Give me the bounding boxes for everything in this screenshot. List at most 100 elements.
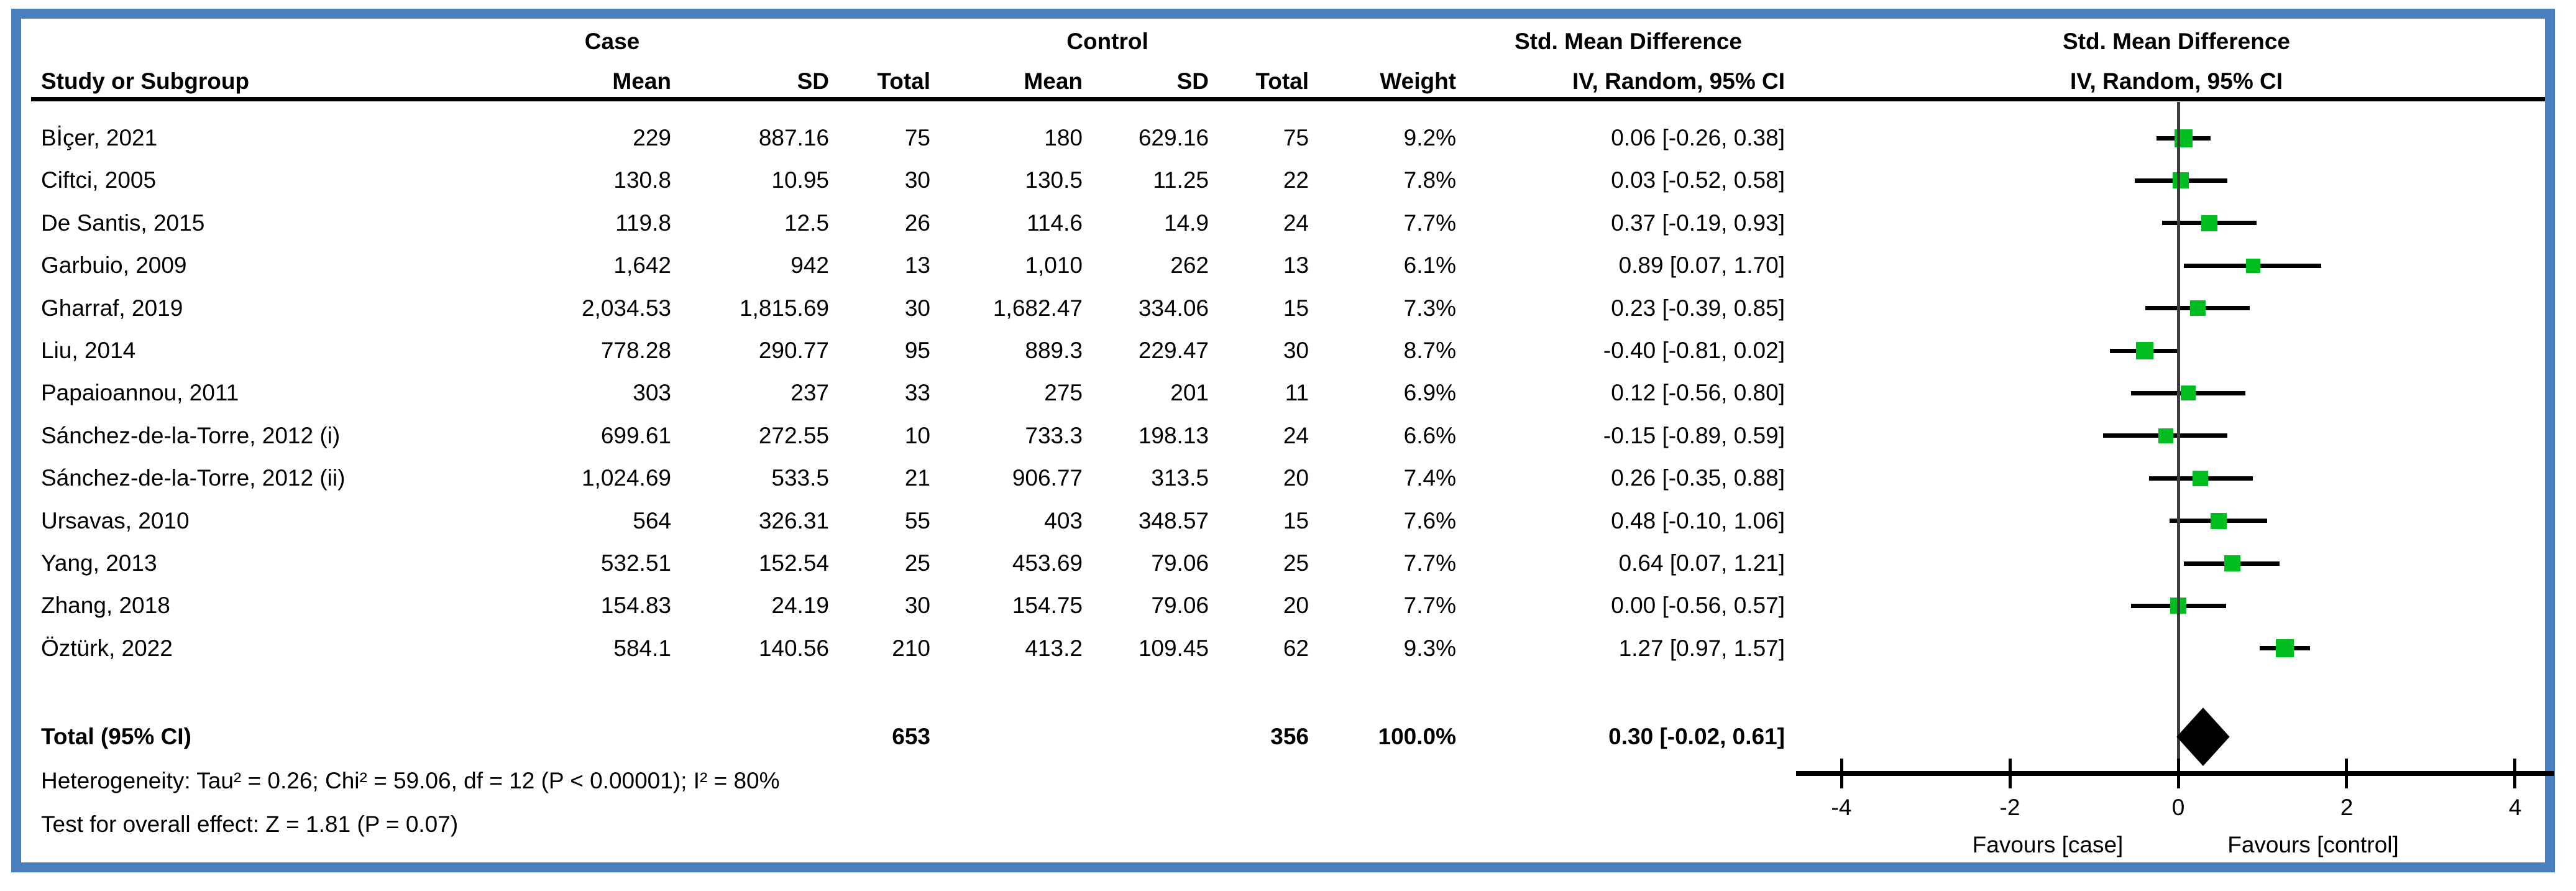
col-header-case-sd: SD	[797, 68, 829, 94]
row-weight: 7.8%	[1403, 167, 1456, 193]
row-control-total: 15	[1283, 508, 1309, 533]
col-header-control-mean: Mean	[1024, 68, 1083, 94]
row-study-name: Ursavas, 2010	[41, 508, 190, 533]
effect-marker	[2276, 639, 2294, 657]
row-case-sd: 12.5	[784, 210, 829, 236]
row-case-sd: 237	[791, 380, 829, 405]
row-weight: 6.6%	[1403, 423, 1456, 448]
row-control-sd: 109.45	[1138, 635, 1209, 661]
row-case-sd: 272.55	[758, 423, 829, 448]
row-control-sd: 201	[1170, 380, 1209, 405]
row-study-name: Zhang, 2018	[41, 593, 170, 618]
row-case-sd: 140.56	[758, 635, 829, 661]
col-header-iv-random-plot: IV, Random, 95% CI	[2070, 68, 2283, 94]
effect-marker	[2181, 385, 2196, 400]
row-control-total: 22	[1283, 167, 1309, 193]
axis-tick-label: 0	[2171, 795, 2185, 820]
axis-tick	[2009, 759, 2012, 788]
row-ci-label: 0.89 [0.07, 1.70]	[1618, 252, 1785, 278]
col-header-case-total: Total	[877, 68, 930, 94]
row-weight: 6.1%	[1403, 252, 1456, 278]
row-weight: 7.4%	[1403, 465, 1456, 491]
row-ci-label: 0.37 [-0.19, 0.93]	[1611, 210, 1785, 236]
row-control-sd: 11.25	[1153, 167, 1209, 193]
col-group-control: Control	[1066, 29, 1148, 54]
row-control-mean: 1,682.47	[992, 295, 1083, 321]
row-case-sd: 326.31	[758, 508, 829, 533]
axis-tick-label: 2	[2340, 795, 2354, 820]
row-control-mean: 154.75	[1012, 593, 1083, 618]
row-control-sd: 334.06	[1138, 295, 1209, 321]
col-group-case: Case	[584, 29, 640, 54]
row-case-mean: 303	[633, 380, 671, 405]
row-weight: 8.7%	[1403, 338, 1456, 363]
row-case-mean: 1,024.69	[581, 465, 671, 491]
row-ci-label: 1.27 [0.97, 1.57]	[1618, 635, 1785, 661]
row-case-total: 95	[904, 338, 930, 363]
effect-marker	[2136, 342, 2153, 359]
axis-tick	[2513, 759, 2516, 788]
row-control-total: 11	[1285, 380, 1309, 405]
zero-line	[2177, 102, 2180, 775]
row-weight: 7.7%	[1403, 593, 1456, 618]
row-ci-label: 0.06 [-0.26, 0.38]	[1611, 125, 1785, 150]
row-control-total: 75	[1283, 125, 1309, 150]
row-case-mean: 699.61	[600, 423, 671, 448]
row-control-sd: 79.06	[1151, 550, 1209, 576]
row-study-name: Yang, 2013	[41, 550, 157, 576]
row-weight: 7.6%	[1403, 508, 1456, 533]
row-case-sd: 533.5	[771, 465, 829, 491]
row-control-mean: 114.6	[1027, 210, 1083, 236]
heterogeneity-stats: Heterogeneity: Tau² = 0.26; Chi² = 59.06…	[41, 768, 780, 793]
axis-tick-label: -2	[1999, 795, 2020, 820]
row-ci-label: -0.15 [-0.89, 0.59]	[1603, 423, 1785, 448]
row-study-name: Ciftci, 2005	[41, 167, 157, 193]
row-control-total: 20	[1283, 593, 1309, 618]
total-ci-label: 0.30 [-0.02, 0.61]	[1608, 724, 1785, 749]
col-header-weight: Weight	[1380, 68, 1456, 94]
row-control-sd: 79.06	[1151, 593, 1209, 618]
row-case-sd: 1,815.69	[739, 295, 829, 321]
row-control-sd: 14.9	[1163, 210, 1209, 236]
favours-left-label: Favours [case]	[1972, 832, 2124, 857]
row-case-total: 21	[904, 465, 930, 491]
row-case-mean: 564	[633, 508, 671, 533]
row-ci-label: 0.00 [-0.56, 0.57]	[1611, 593, 1785, 618]
row-case-total: 210	[892, 635, 930, 661]
row-study-name: Öztürk, 2022	[41, 635, 173, 661]
row-control-sd: 348.57	[1138, 508, 1209, 533]
row-control-total: 62	[1283, 635, 1309, 661]
total-control-n: 356	[1270, 724, 1309, 749]
row-study-name: Sánchez-de-la-Torre, 2012 (ii)	[41, 465, 346, 491]
row-case-mean: 154.83	[600, 593, 671, 618]
row-case-mean: 119.8	[615, 210, 671, 236]
favours-right-label: Favours [control]	[2227, 832, 2399, 857]
row-weight: 9.2%	[1403, 125, 1456, 150]
overall-effect-test: Test for overall effect: Z = 1.81 (P = 0…	[41, 811, 459, 837]
col-group-smd-text: Std. Mean Difference	[1515, 29, 1742, 54]
row-weight: 7.7%	[1403, 210, 1456, 236]
row-weight: 7.3%	[1403, 295, 1456, 321]
effect-marker	[2190, 300, 2206, 316]
axis-tick	[2177, 759, 2180, 788]
row-case-sd: 24.19	[771, 593, 829, 618]
row-control-sd: 313.5	[1151, 465, 1209, 491]
col-header-iv-random-text: IV, Random, 95% CI	[1572, 68, 1785, 94]
row-weight: 6.9%	[1403, 380, 1456, 405]
row-case-mean: 2,034.53	[581, 295, 671, 321]
axis-tick-label: 4	[2508, 795, 2522, 820]
row-study-name: De Santis, 2015	[41, 210, 205, 236]
axis-tick	[1840, 759, 1843, 788]
row-case-sd: 887.16	[758, 125, 829, 150]
row-control-mean: 733.3	[1025, 423, 1083, 448]
row-control-mean: 413.2	[1025, 635, 1083, 661]
row-control-total: 25	[1283, 550, 1309, 576]
row-control-total: 15	[1283, 295, 1309, 321]
col-header-study: Study or Subgroup	[41, 68, 250, 94]
effect-marker	[2173, 172, 2189, 188]
row-case-mean: 130.8	[613, 167, 671, 193]
row-weight: 7.7%	[1403, 550, 1456, 576]
row-ci-label: 0.26 [-0.35, 0.88]	[1611, 465, 1785, 491]
row-control-total: 30	[1283, 338, 1309, 363]
row-ci-label: 0.23 [-0.39, 0.85]	[1611, 295, 1785, 321]
